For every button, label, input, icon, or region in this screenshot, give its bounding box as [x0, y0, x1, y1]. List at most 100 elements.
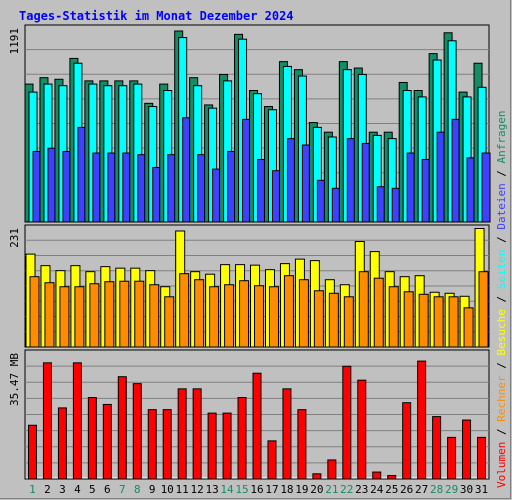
x-tick-label-21: 21 [325, 483, 338, 496]
x-tick-label-10: 10 [161, 483, 174, 496]
bar-rechner-day-30 [463, 307, 474, 348]
bar-rechner-day-13 [209, 286, 220, 348]
legend-separator: / [495, 230, 508, 250]
x-tick-label-18: 18 [280, 483, 293, 496]
bar-rechner-day-24 [373, 277, 384, 348]
bar-volumen-day-28 [432, 416, 442, 480]
bar-rechner-day-27 [418, 293, 429, 348]
bar-volumen-day-31 [477, 436, 487, 480]
x-tick-label-11: 11 [176, 483, 189, 496]
bar-volumen-day-16 [252, 372, 262, 480]
legend-right: Volumen / Rechner / Besuche / Seiten / D… [495, 110, 508, 488]
legend-separator: / [495, 163, 508, 183]
x-tick-label-26: 26 [400, 483, 413, 496]
bar-volumen-day-20 [312, 473, 322, 480]
bar-rechner-day-12 [194, 279, 205, 348]
x-tick-label-24: 24 [370, 483, 384, 496]
bar-rechner-day-8 [134, 280, 145, 348]
bar-rechner-day-31 [478, 271, 489, 348]
legend-item-anfragen: Anfragen [495, 110, 508, 163]
x-tick-label-17: 17 [265, 483, 278, 496]
x-tick-label-25: 25 [385, 483, 398, 496]
legend-separator: / [495, 422, 508, 442]
panel-visits: 231 [8, 224, 490, 348]
x-tick-label-23: 23 [355, 483, 368, 496]
bar-volumen-day-21 [327, 459, 337, 480]
bar-volumen-day-9 [147, 409, 157, 480]
bar-rechner-day-5 [89, 283, 100, 348]
legend-separator: / [495, 356, 508, 376]
legend-item-rechner: Rechner [495, 375, 508, 422]
bar-rechner-day-7 [119, 280, 130, 348]
chart-title: Tages-Statistik im Monat Dezember 2024 [19, 9, 294, 23]
bar-volumen-day-3 [57, 407, 67, 480]
bar-volumen-day-27 [417, 360, 427, 480]
legend-separator: / [495, 289, 508, 309]
x-tick-label-28: 28 [430, 483, 443, 496]
panel-volume: 35.47 MB [8, 349, 490, 480]
bar-rechner-day-21 [328, 292, 339, 348]
bar-rechner-day-14 [224, 284, 235, 348]
bar-seiten-day-31 [481, 152, 491, 223]
bar-volumen-day-29 [447, 436, 457, 480]
legend-item-besuche: Besuche [495, 309, 508, 355]
bar-rechner-day-15 [239, 280, 250, 348]
bar-volumen-day-19 [297, 409, 307, 480]
x-tick-label-22: 22 [340, 483, 353, 496]
x-tick-label-3: 3 [59, 483, 66, 496]
bar-volumen-day-12 [192, 388, 202, 480]
bar-volumen-day-23 [357, 379, 367, 480]
bar-rechner-day-23 [358, 271, 369, 348]
bar-volumen-day-18 [282, 388, 292, 480]
bar-rechner-day-29 [448, 296, 459, 348]
x-tick-label-6: 6 [104, 483, 111, 496]
x-tick-label-14: 14 [220, 483, 234, 496]
x-tick-label-4: 4 [74, 483, 81, 496]
bar-rechner-day-11 [179, 273, 190, 348]
x-tick-label-12: 12 [191, 483, 204, 496]
panel-volume-ymax-label: 35.47 MB [8, 353, 21, 406]
x-tick-label-31: 31 [475, 483, 488, 496]
x-tick-label-7: 7 [119, 483, 126, 496]
bar-volumen-day-26 [402, 402, 412, 480]
bar-rechner-day-3 [59, 286, 70, 348]
panel-hits-ymax-label: 1191 [8, 28, 21, 55]
bar-rechner-day-16 [254, 285, 265, 348]
bar-volumen-day-17 [267, 440, 277, 480]
x-tick-label-30: 30 [460, 483, 473, 496]
x-tick-label-27: 27 [415, 483, 428, 496]
legend-item-dateien: Dateien [495, 183, 508, 229]
x-tick-label-2: 2 [44, 483, 51, 496]
bar-volumen-day-14 [222, 412, 232, 480]
bar-volumen-day-4 [72, 362, 82, 480]
x-tick-label-16: 16 [250, 483, 263, 496]
bar-volumen-day-1 [27, 424, 37, 480]
bar-rechner-day-19 [298, 279, 309, 348]
bar-volumen-day-6 [102, 403, 112, 480]
x-tick-label-13: 13 [205, 483, 218, 496]
x-tick-label-5: 5 [89, 483, 96, 496]
x-tick-label-1: 1 [29, 483, 36, 496]
bar-rechner-day-6 [104, 281, 115, 348]
bar-volumen-day-11 [177, 388, 187, 480]
x-tick-label-15: 15 [235, 483, 248, 496]
x-tick-label-29: 29 [445, 483, 458, 496]
bar-volumen-day-7 [117, 376, 127, 480]
bar-volumen-day-13 [207, 412, 217, 480]
bar-rechner-day-26 [403, 291, 414, 348]
legend-item-volumen: Volumen [495, 442, 508, 488]
bar-rechner-day-22 [343, 296, 354, 348]
bar-rechner-day-1 [29, 276, 40, 348]
panel-visits-ymax-label: 231 [8, 228, 21, 248]
bar-rechner-day-28 [433, 296, 444, 348]
x-tick-label-19: 19 [295, 483, 308, 496]
bar-volumen-day-22 [342, 365, 352, 480]
bar-rechner-day-25 [388, 286, 399, 348]
x-tick-label-8: 8 [134, 483, 141, 496]
bar-volumen-day-24 [372, 471, 382, 480]
bar-volumen-day-8 [132, 383, 142, 480]
bar-rechner-day-10 [164, 296, 175, 348]
